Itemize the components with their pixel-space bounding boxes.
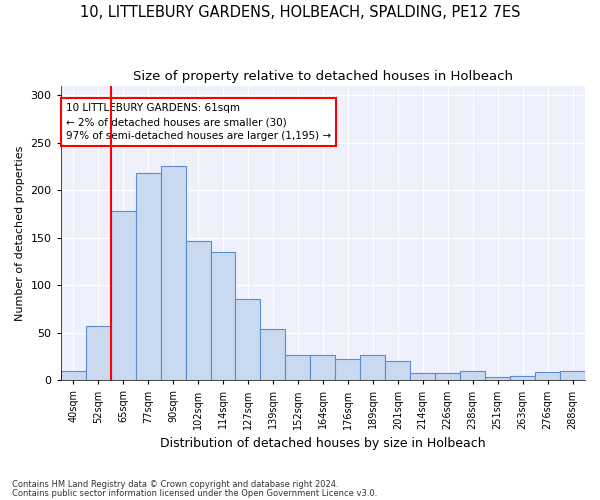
- Bar: [535, 372, 560, 380]
- Text: 10, LITTLEBURY GARDENS, HOLBEACH, SPALDING, PE12 7ES: 10, LITTLEBURY GARDENS, HOLBEACH, SPALDI…: [80, 5, 520, 20]
- Y-axis label: Number of detached properties: Number of detached properties: [15, 145, 25, 320]
- Bar: [335, 360, 361, 380]
- Bar: [235, 300, 260, 380]
- Title: Size of property relative to detached houses in Holbeach: Size of property relative to detached ho…: [133, 70, 513, 83]
- Bar: [136, 173, 161, 380]
- Bar: [361, 354, 385, 380]
- Text: Contains HM Land Registry data © Crown copyright and database right 2024.: Contains HM Land Registry data © Crown c…: [12, 480, 338, 489]
- Text: 10 LITTLEBURY GARDENS: 61sqm
← 2% of detached houses are smaller (30)
97% of sem: 10 LITTLEBURY GARDENS: 61sqm ← 2% of det…: [66, 103, 331, 141]
- Bar: [435, 372, 460, 380]
- Bar: [460, 371, 485, 380]
- Bar: [185, 240, 211, 380]
- Bar: [286, 354, 310, 380]
- Bar: [385, 362, 410, 380]
- Bar: [410, 372, 435, 380]
- Bar: [485, 378, 510, 380]
- Bar: [260, 329, 286, 380]
- Bar: [510, 376, 535, 380]
- Bar: [310, 354, 335, 380]
- Bar: [110, 211, 136, 380]
- Bar: [211, 252, 235, 380]
- Text: Contains public sector information licensed under the Open Government Licence v3: Contains public sector information licen…: [12, 488, 377, 498]
- X-axis label: Distribution of detached houses by size in Holbeach: Distribution of detached houses by size …: [160, 437, 485, 450]
- Bar: [560, 371, 585, 380]
- Bar: [61, 371, 86, 380]
- Bar: [161, 166, 185, 380]
- Bar: [86, 326, 110, 380]
